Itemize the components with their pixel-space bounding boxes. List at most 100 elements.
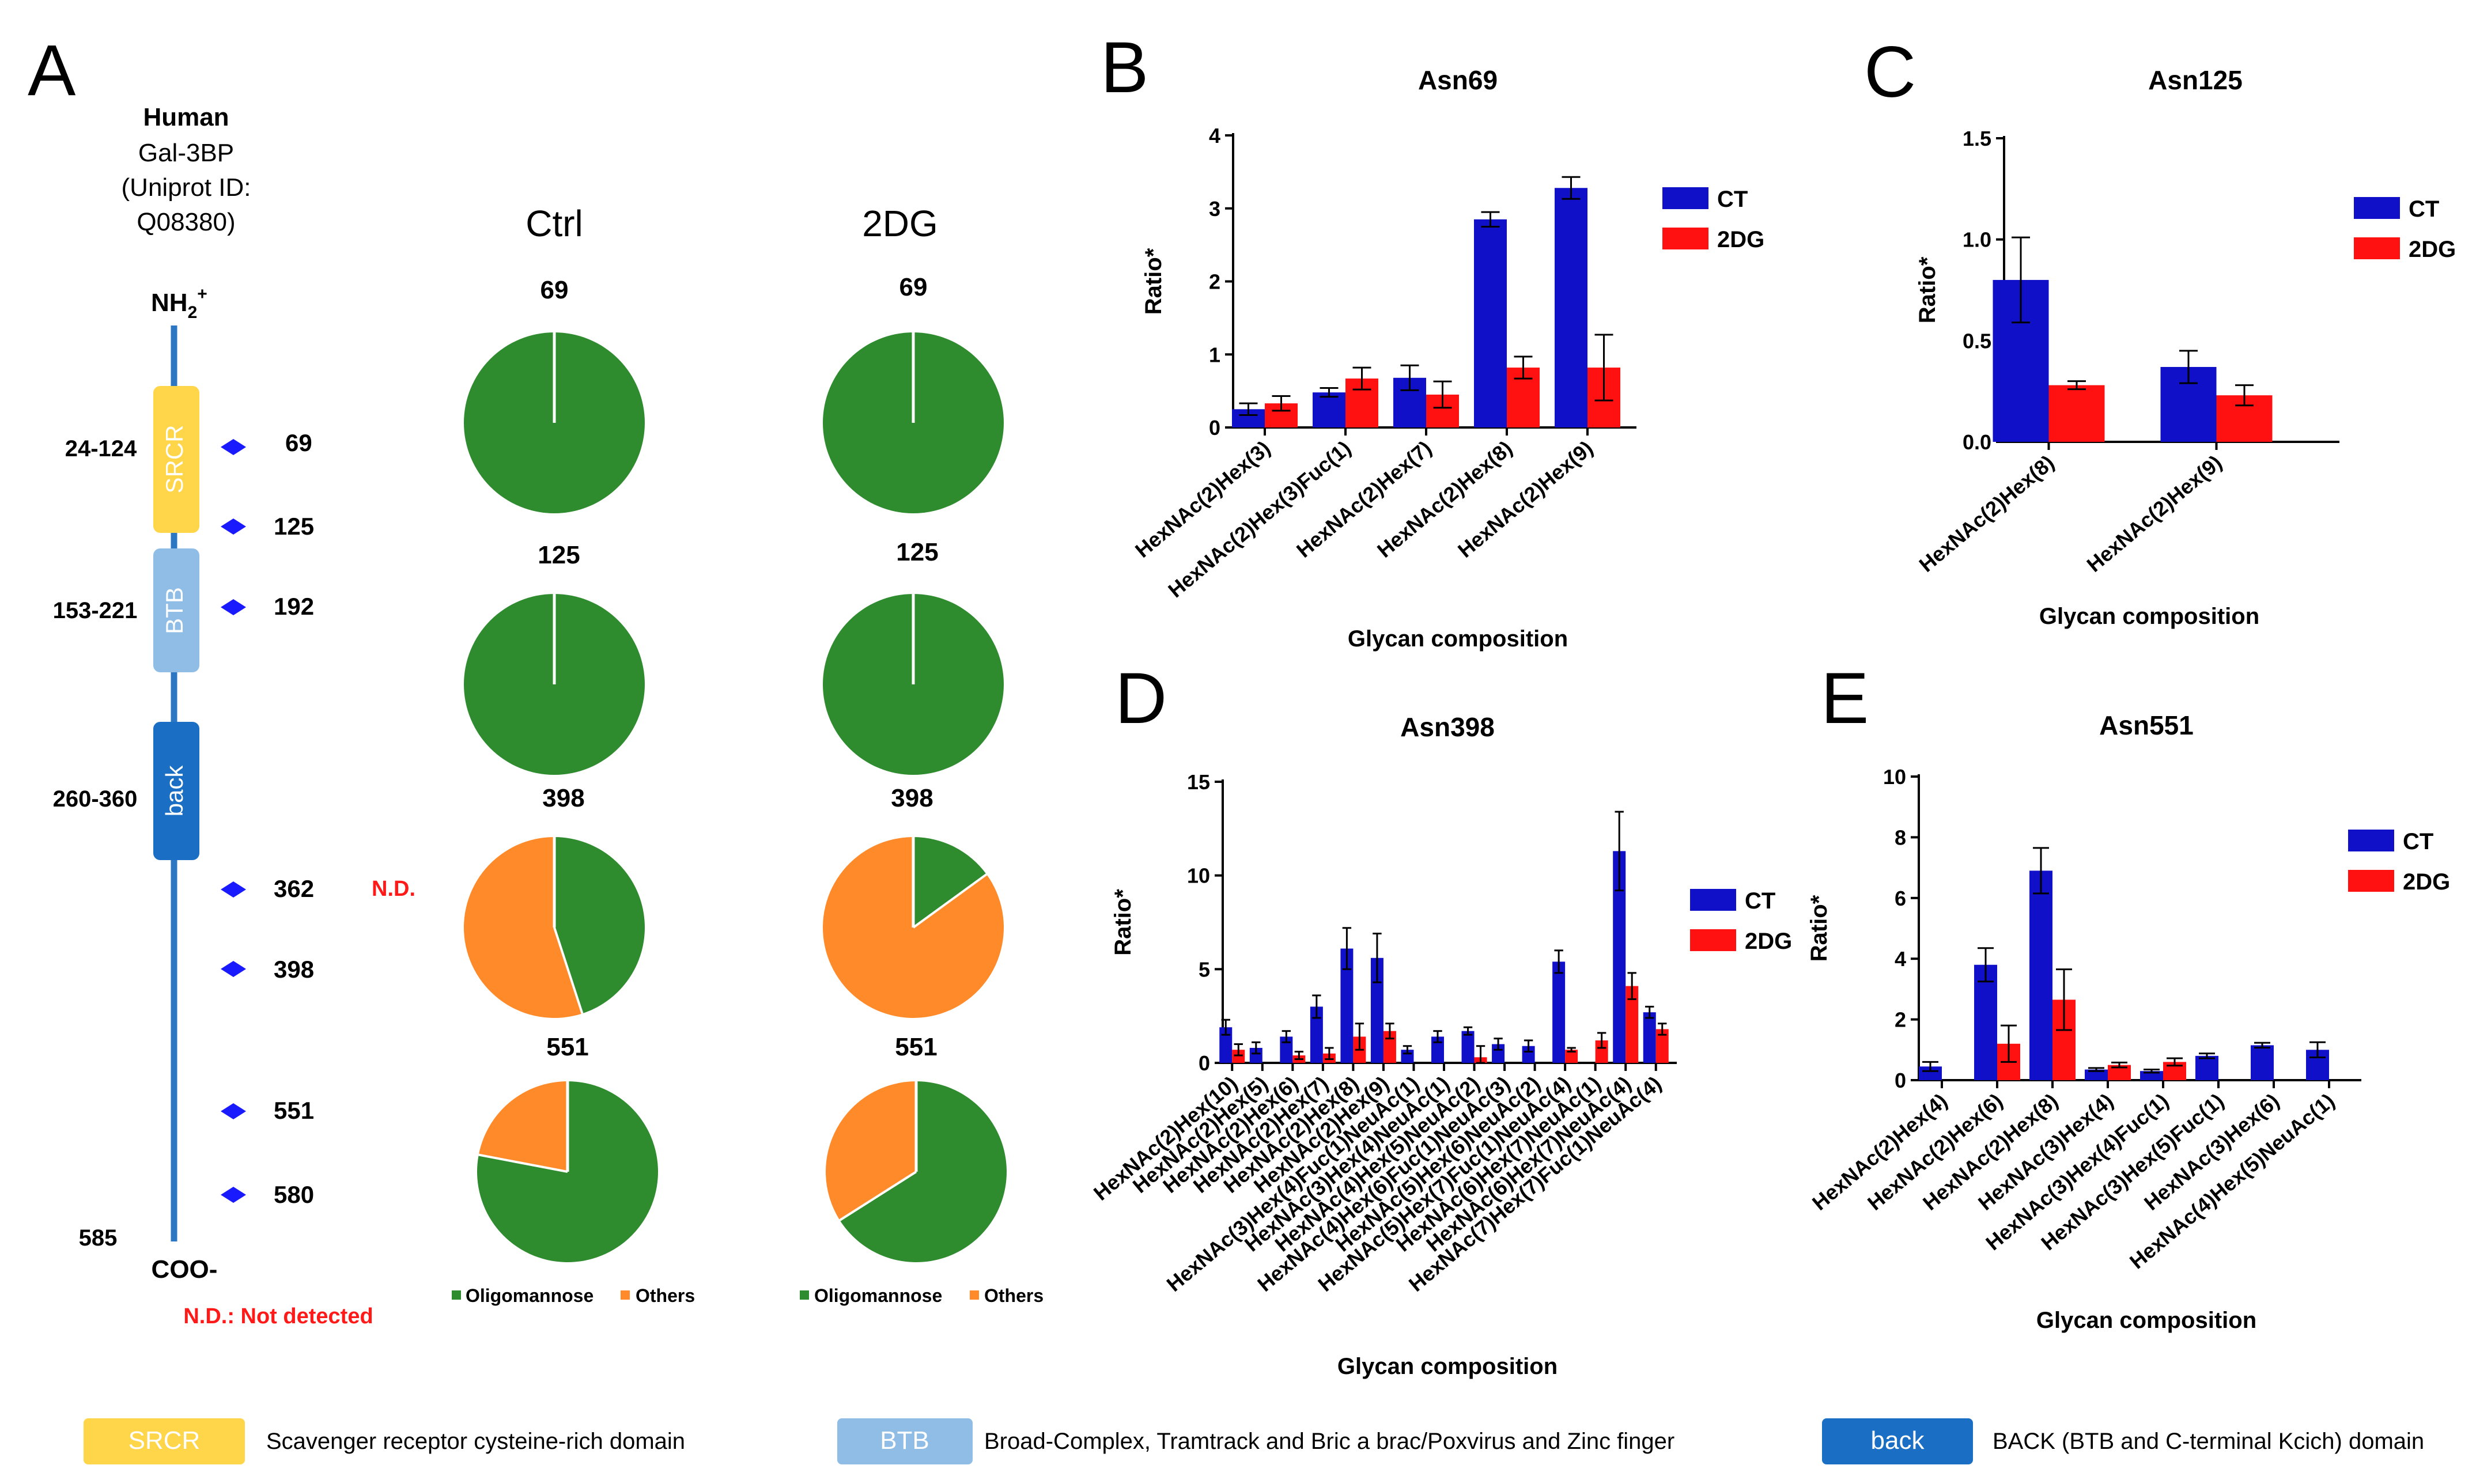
bar-CT-2 (1280, 1036, 1293, 1063)
legend-srcr-name: SRCR (128, 1426, 201, 1455)
bar-CT-4 (1340, 948, 1354, 1063)
pie-dg-398 (822, 837, 1004, 1018)
domain-srcr (153, 386, 199, 533)
y-tick-label: 10 (1883, 765, 1906, 789)
legend-label-CT: CT (2409, 196, 2439, 222)
bar-CT-7 (1431, 1036, 1444, 1063)
legend-swatch-CT (2348, 830, 2394, 851)
panel-b: B Asn6901234Ratio*HexNAc(2)Hex(3)HexNAc(2… (1101, 28, 1764, 652)
site-398: 398 (221, 956, 314, 983)
bar-CT-1 (1974, 964, 1997, 1080)
legend-btb-box (837, 1418, 973, 1464)
bar-CT-0 (1919, 1066, 1942, 1080)
chart-title: Asn551 (2099, 710, 2194, 740)
y-tick-label: 2 (1209, 270, 1220, 294)
y-tick-label: 6 (1895, 887, 1906, 910)
bar-2DG-0 (2048, 385, 2105, 442)
legend-label-2DG: 2DG (2403, 869, 2450, 895)
legend-label-CT: CT (2403, 829, 2433, 854)
pie-separator (553, 927, 584, 1014)
site-69-marker (221, 439, 246, 455)
pie-slice-oligomannose (554, 837, 645, 1014)
legend-swatch-2DG (2354, 237, 2400, 259)
bar-CT-3 (2085, 1069, 2108, 1080)
domain-srcr-label: SRCR (161, 425, 188, 493)
pie-slice-oligomannose (913, 837, 987, 928)
legend-srcr-box (84, 1418, 245, 1464)
bar-CT-5 (1370, 957, 1383, 1063)
protein-name: Gal-3BP (138, 139, 234, 167)
legend-swatch-CT (2354, 197, 2400, 219)
y-tick-label: 0 (1895, 1069, 1906, 1092)
legend-others-swatch (621, 1290, 630, 1300)
bar-2DG-13 (1626, 986, 1639, 1063)
nd-label: N.D. (372, 877, 415, 901)
bar-CT-1 (1313, 392, 1345, 427)
y-tick-label: 4 (1209, 124, 1220, 147)
x-tick-label: HexNAc(2)Hex(9) (2082, 450, 2226, 577)
site-362: 362 (221, 875, 314, 902)
pie-site-ctrl-551: 551 (546, 1033, 588, 1061)
y-tick-label: 0 (1209, 416, 1220, 440)
x-tick-label: HexNAc(2)Hex(7) (1292, 436, 1436, 562)
legend-label-CT: CT (1717, 187, 1748, 212)
y-tick-label: 1.5 (1963, 127, 1991, 150)
bar-CT-9 (1492, 1044, 1505, 1063)
pie-ctrl-69 (464, 332, 645, 513)
site-398-label: 398 (274, 956, 314, 983)
x-axis-label: Glycan composition (2036, 1308, 2256, 1333)
bar-2DG-12 (1595, 1040, 1608, 1063)
pie-site-2dg-551: 551 (895, 1033, 937, 1061)
protein-species: Human (143, 103, 229, 131)
legend-label-2DG: 2DG (1717, 227, 1764, 252)
x-tick-label: HexNAc(2)Hex(9) (1453, 436, 1597, 562)
nd-footnote: N.D.: Not detected (183, 1304, 373, 1328)
domain-back-range: 260-360 (53, 786, 138, 812)
pie-slice-oligomannose (840, 1081, 1007, 1262)
y-tick-label: 1 (1209, 343, 1220, 366)
y-tick-label: 0 (1199, 1051, 1210, 1075)
c-terminus: COO- (152, 1255, 218, 1284)
end-position: 585 (79, 1225, 118, 1251)
site-551-marker (221, 1103, 246, 1119)
y-tick-label: 0.0 (1963, 430, 1991, 454)
pie-slice-others (464, 837, 583, 1018)
bar-CT-5 (2195, 1055, 2218, 1080)
site-69-label: 69 (285, 429, 312, 456)
y-axis-label: Ratio* (1110, 889, 1136, 956)
pie-dg-69 (823, 332, 1004, 513)
legend-oligomannose-swatch (452, 1290, 461, 1300)
y-tick-label: 3 (1209, 197, 1220, 221)
bar-CT-8 (1461, 1031, 1475, 1063)
pie-header-2dg: 2DG (862, 203, 938, 244)
pie-slice-others (478, 1081, 568, 1172)
legend-swatch-CT (1690, 889, 1736, 911)
legend-srcr-desc: Scavenger receptor cysteine-rich domain (266, 1429, 685, 1454)
legend-oligomannose: Oligomannose (814, 1285, 942, 1306)
bar-2DG-0 (1232, 1050, 1245, 1063)
site-192-label: 192 (274, 593, 314, 620)
bar-CT-3 (1474, 219, 1507, 427)
chart-title: Asn125 (2148, 65, 2243, 95)
panel-d: D Asn398051015Ratio*HexNAc(2)Hex(10)HexNA… (1089, 658, 1792, 1379)
panel-letter-b: B (1101, 28, 1148, 108)
legend-label-2DG: 2DG (1745, 929, 1792, 954)
pie-separator (912, 873, 988, 929)
y-tick-label: 4 (1895, 947, 1906, 971)
pie-site-2dg-69: 69 (899, 273, 928, 301)
legend-swatch-2DG (2348, 870, 2394, 892)
legend-back-box (1822, 1418, 1973, 1464)
panel-c: C Asn125 0.0 0.5 1.0 1.5 Ratio* HexNAc(2)Hex(8)… (1864, 32, 2456, 629)
pie-legend-2dg: Oligomannose Others (800, 1285, 1044, 1306)
pie-ctrl-398 (464, 837, 645, 1018)
bar-CT-6 (2251, 1045, 2274, 1080)
legend-oligomannose: Oligomannose (466, 1285, 594, 1306)
y-tick-label: 10 (1187, 864, 1210, 888)
bar-CT-3 (1310, 1006, 1323, 1063)
pie-site-ctrl-125: 125 (538, 541, 580, 569)
legend-swatch-2DG (1690, 929, 1736, 951)
bar-2DG-14 (1655, 1029, 1669, 1063)
pie-ctrl-551 (477, 1081, 658, 1262)
x-axis-label: Glycan composition (2039, 604, 2259, 629)
